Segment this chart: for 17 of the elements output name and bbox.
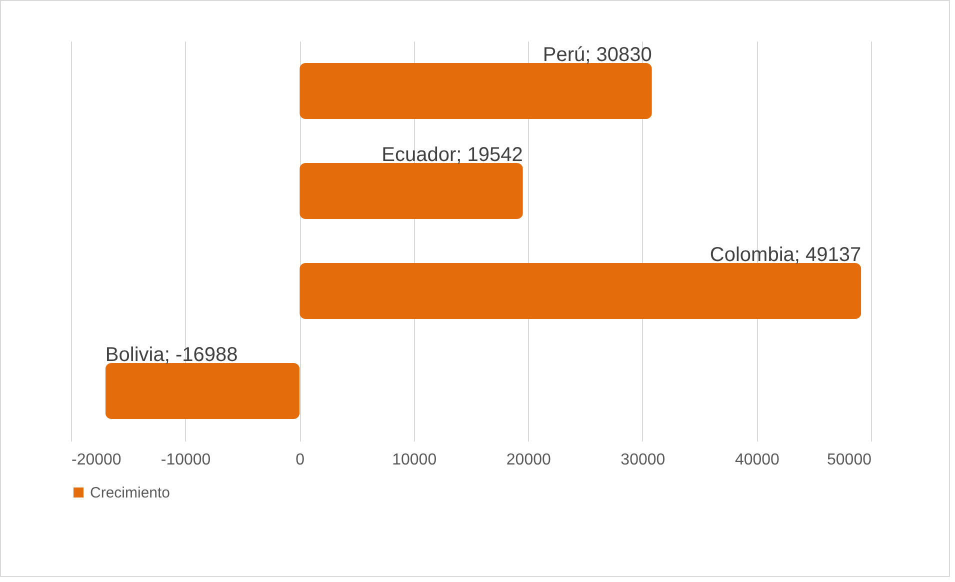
x-tick-label: 40000 [734, 452, 780, 468]
data-label: ; 19542 [456, 144, 523, 166]
y-tick-label: Bolivia [105, 344, 166, 366]
x-tick-label: 20000 [506, 452, 551, 468]
data-label: ; -16988 [164, 344, 238, 366]
y-tick-label: Perú [542, 44, 586, 66]
x-tick-label: 10000 [392, 452, 437, 468]
x-tick-label: 30000 [620, 452, 666, 468]
x-tick-label: 50000 [827, 452, 872, 468]
x-tick-label: 0 [296, 452, 305, 468]
x-tick-label: -10000 [160, 452, 211, 468]
data-label: ; 30830 [585, 44, 652, 66]
x-tick-label: -20000 [72, 452, 122, 468]
data-label: ; 49137 [794, 244, 862, 266]
y-tick-label: Colombia [710, 244, 796, 266]
legend-label: Crecimiento [90, 484, 170, 502]
y-tick-label: Ecuador [382, 144, 457, 166]
